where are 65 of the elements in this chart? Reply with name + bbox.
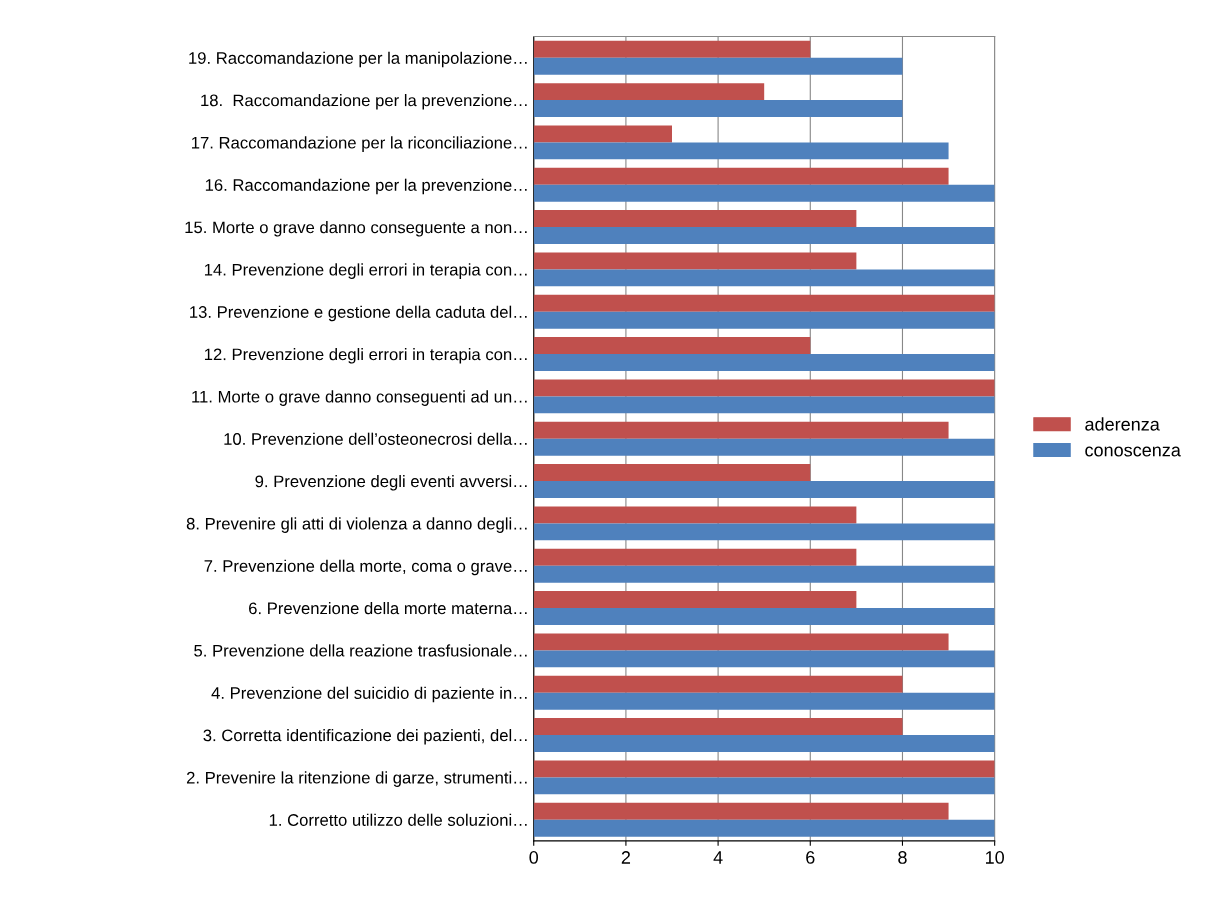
x-tick-label: 10 (986, 851, 1004, 864)
x-tick-label: 0 (529, 851, 539, 864)
y-tick-label: 16. Raccomandazione per la prevenzione… (205, 178, 527, 195)
bar (533, 311, 995, 329)
y-tick-label: 10. Prevenzione dell’osteonecrosi della… (224, 432, 527, 445)
bar (533, 337, 811, 355)
bar (533, 184, 995, 202)
bar (533, 227, 995, 244)
bar (533, 142, 949, 160)
x-tick-label: 4 (713, 851, 723, 864)
bar (533, 40, 811, 58)
y-tick-label: 6. Prevenzione della morte materna… (249, 602, 527, 615)
bar (533, 675, 903, 693)
x-tick-label: 8 (898, 851, 907, 864)
bar (533, 506, 857, 524)
y-tick-label: 7. Prevenzione della morte, coma o grave… (204, 559, 527, 576)
y-tick-label: 3. Corretta identificazione dei pazienti, del… (203, 729, 527, 745)
bar (533, 633, 949, 651)
bar (533, 650, 995, 668)
y-tick-label: 13. Prevenzione e gestione della caduta del… (190, 305, 527, 322)
legend-label: aderenza (1085, 417, 1160, 431)
x-tick-label: 2 (621, 851, 631, 864)
y-tick-label: 5. Prevenzione della reazione trasfusionale… (194, 644, 527, 657)
bar (533, 523, 995, 541)
bar (533, 125, 672, 143)
bar (533, 819, 995, 837)
bar (533, 608, 995, 625)
bar (533, 548, 857, 566)
y-tick-label: 14. Prevenzione degli errori in terapia con… (204, 263, 527, 279)
y-tick-label: 12. Prevenzione degli errori in terapia con… (204, 348, 527, 364)
y-tick-label: 18. Raccomandazione per la prevenzione… (201, 94, 527, 110)
bar (533, 777, 995, 795)
bar (533, 565, 995, 583)
y-tick-label: 17. Raccomandazione per la riconciliazione… (192, 136, 527, 152)
bar (533, 269, 995, 287)
y-tick-label: 15. Morte o grave danno conseguente a non… (185, 221, 527, 237)
bar (533, 83, 765, 101)
y-tick-label: 8. Prevenire gli atti di violenza a danno degli… (186, 517, 527, 533)
bar (533, 692, 995, 710)
bar (533, 167, 949, 185)
bar (533, 481, 995, 498)
bar (533, 210, 857, 228)
legend-label: conoscenza (1085, 446, 1181, 457)
y-tick-label: 4. Prevenzione del suicidio di paziente in… (211, 686, 527, 703)
x-tick-label: 6 (806, 851, 815, 864)
bar (533, 760, 995, 778)
bar (533, 718, 903, 736)
bar (533, 421, 949, 439)
bar (533, 438, 995, 456)
bar (533, 379, 995, 397)
bar (533, 735, 995, 752)
y-tick-label: 1. Corretto utilizzo delle soluzioni… (269, 813, 527, 826)
bar (533, 396, 995, 414)
bar (533, 252, 857, 270)
y-tick-label: 2. Prevenire la ritenzione di garze, strumenti… (186, 771, 527, 787)
bar (533, 464, 811, 482)
bar (533, 294, 995, 312)
bar (533, 802, 949, 820)
bar (533, 354, 995, 371)
y-tick-label: 11. Morte o grave danno conseguenti ad un… (192, 390, 527, 406)
y-tick-label: 19. Raccomandazione per la manipolazione… (189, 51, 527, 68)
bar (533, 57, 903, 75)
y-tick-label: 9. Prevenzione degli eventi avversi… (255, 475, 527, 491)
bar (533, 100, 903, 117)
bar (533, 591, 857, 609)
